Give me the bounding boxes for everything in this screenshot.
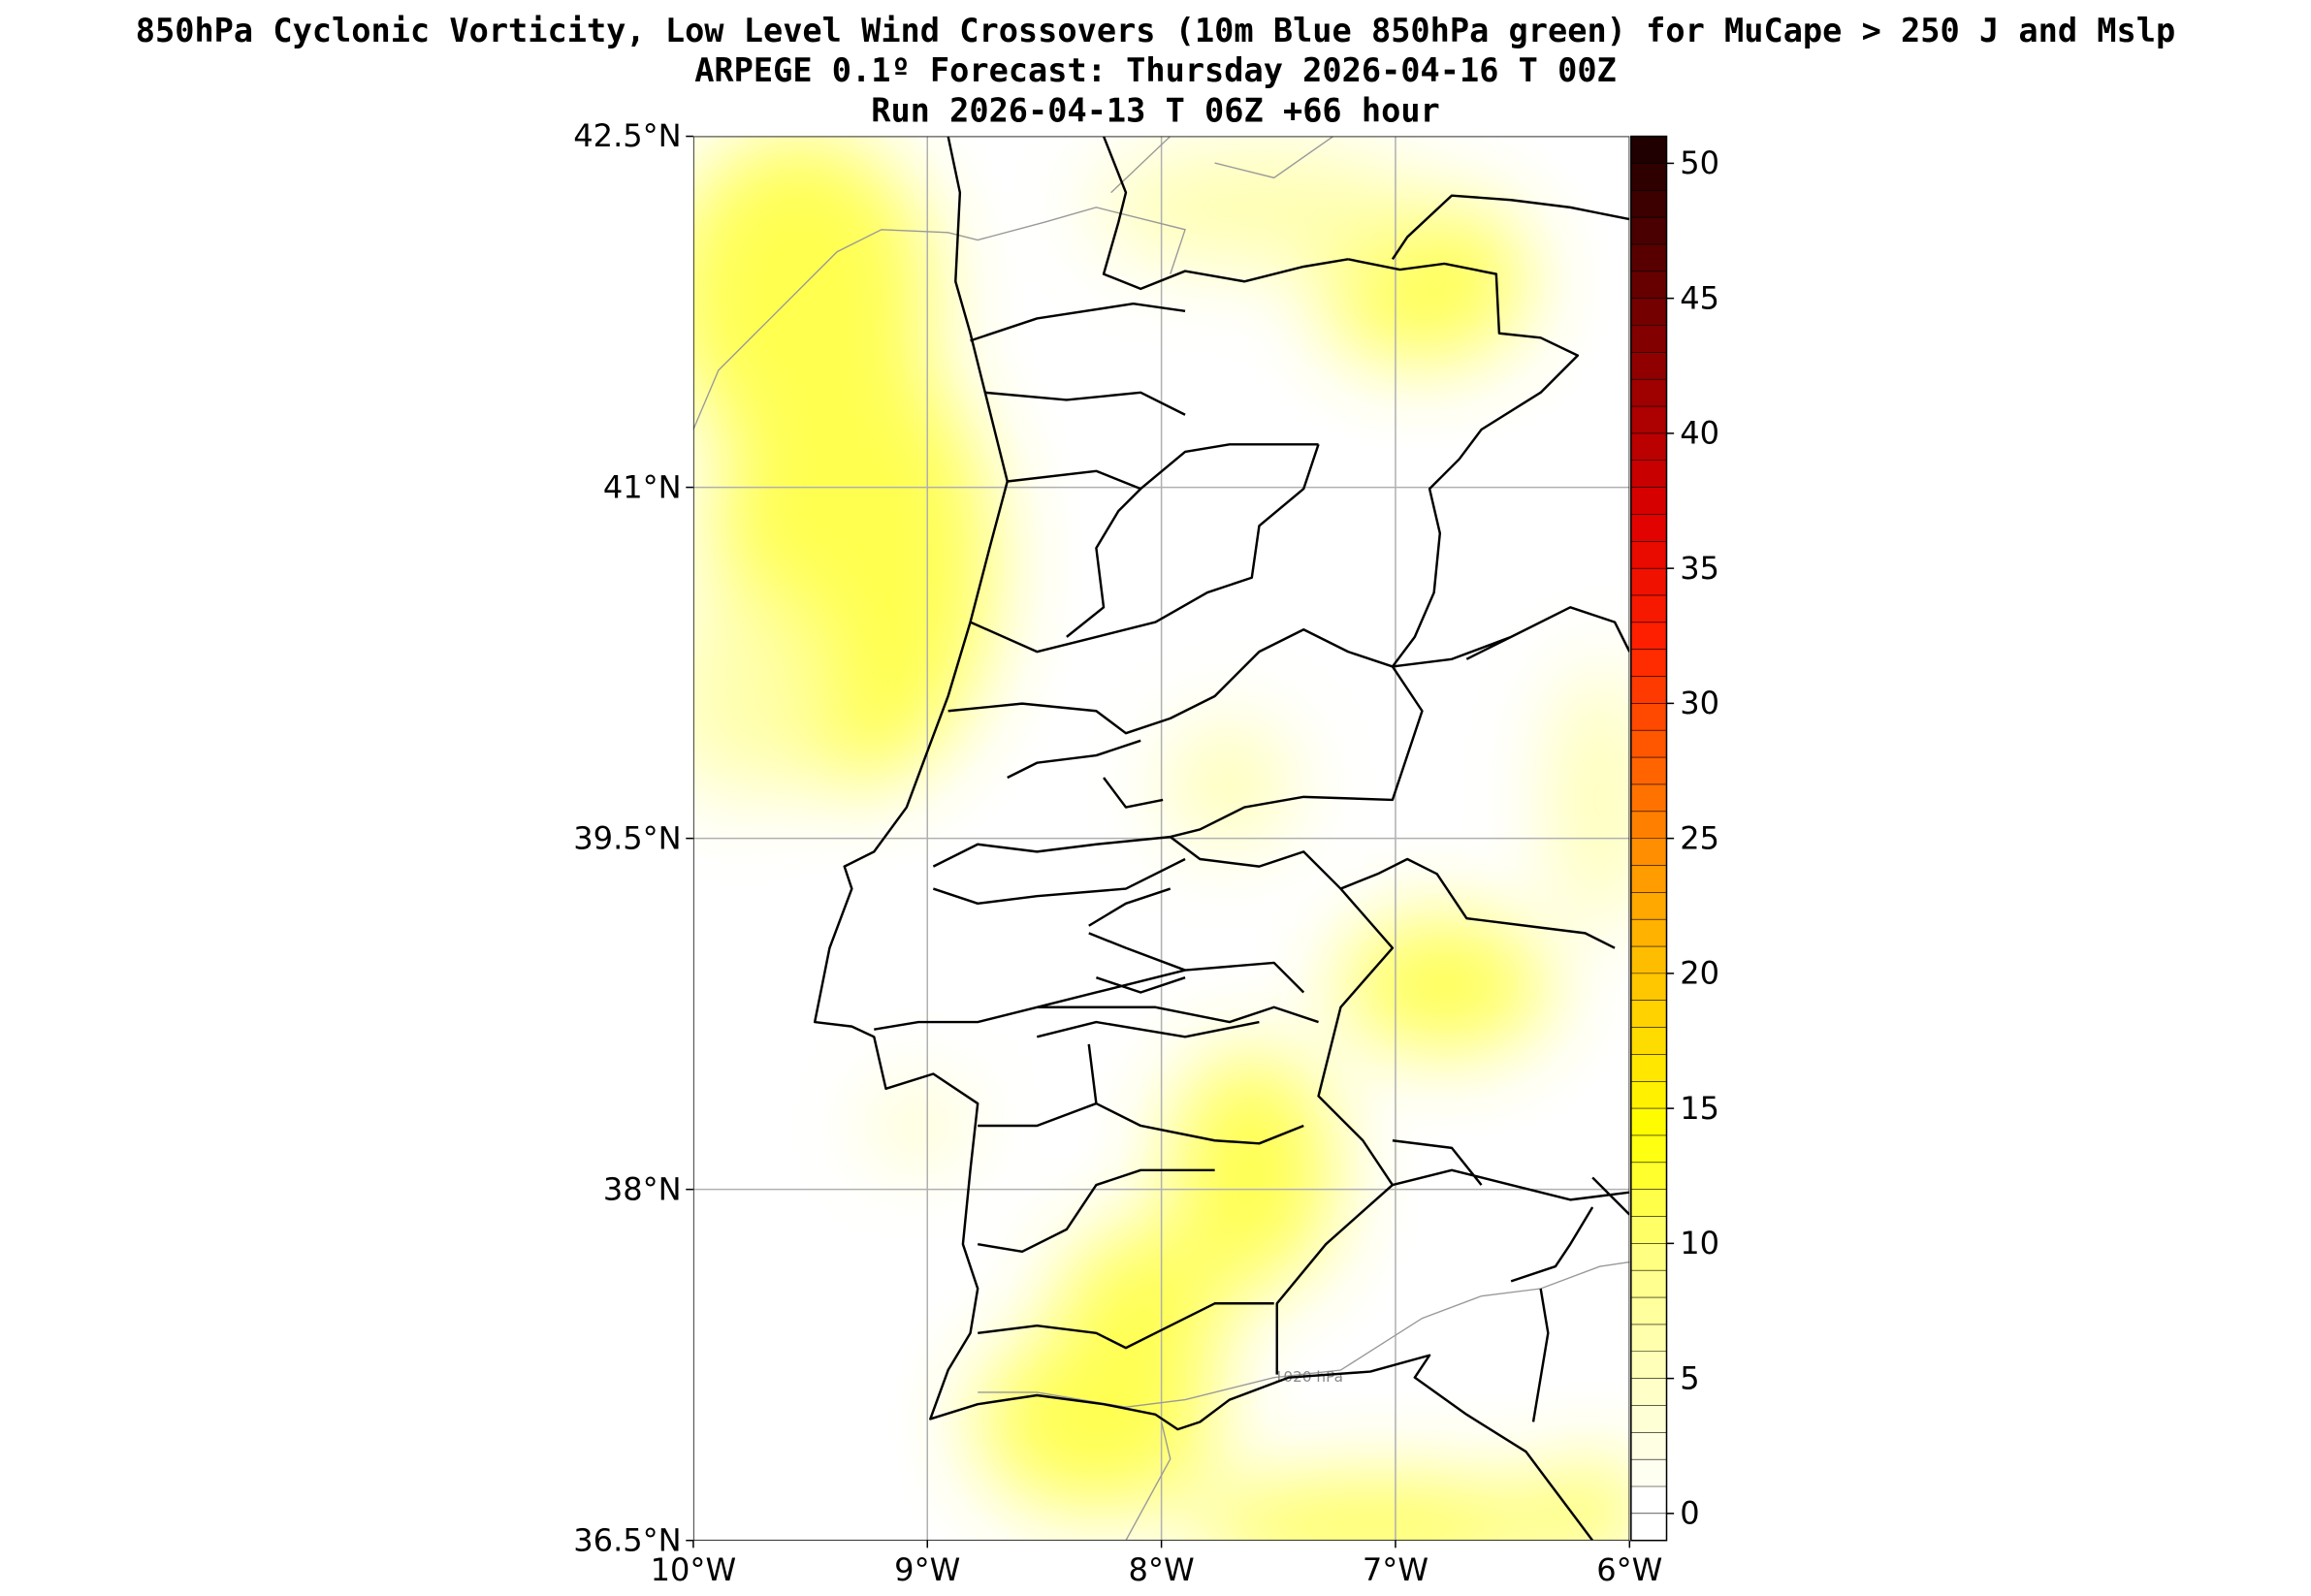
colorbar-segment (1630, 1000, 1667, 1029)
colorbar-segment (1630, 1270, 1667, 1298)
colorbar-segment (1630, 271, 1667, 300)
colorbar-segment (1630, 1351, 1667, 1380)
colorbar-tick-label: 40 (1680, 415, 1719, 452)
colorbar-segment (1630, 1432, 1667, 1460)
colorbar-segment (1630, 1459, 1667, 1487)
colorbar-segment (1630, 1324, 1667, 1353)
axis-ticks: 42.5°N 41°N 39.5°N 38°N 36.5°N10°W 9°W 8°W 7°W 6… (573, 117, 1662, 1588)
title-line-2: ARPEGE 0.1º Forecast: Thursday 2026-04-1… (694, 51, 1617, 89)
colorbar-tick-label: 50 (1680, 144, 1719, 181)
lon-tick-label: 10°W (651, 1551, 737, 1588)
lon-tick-label: 7°W (1363, 1551, 1428, 1588)
colorbar-segment (1630, 217, 1667, 245)
colorbar-segment (1630, 622, 1667, 651)
colorbar-segment (1630, 136, 1667, 165)
colorbar-segment (1630, 865, 1667, 894)
colorbar-segment (1630, 1054, 1667, 1083)
colorbar-segment (1630, 1189, 1667, 1218)
colorbar-segment (1630, 811, 1667, 840)
colorbar-segment (1630, 1378, 1667, 1407)
lon-tick-label: 6°W (1596, 1551, 1662, 1588)
colorbar-segment (1630, 460, 1667, 489)
colorbar-segment (1630, 541, 1667, 569)
colorbar-segment (1630, 243, 1667, 272)
colorbar-segment (1630, 1027, 1667, 1056)
colorbar-segment (1630, 676, 1667, 705)
colorbar-segment (1630, 325, 1667, 354)
lat-tick-label: 38°N (603, 1170, 682, 1207)
colorbar-segment (1630, 892, 1667, 920)
colorbar-segment (1630, 838, 1667, 867)
colorbar-segment (1630, 190, 1667, 218)
colorbar-tick-label: 25 (1680, 819, 1719, 856)
colorbar-tick-label: 5 (1680, 1359, 1699, 1396)
colorbar-segment (1630, 1513, 1667, 1542)
colorbar-segment (1630, 757, 1667, 785)
gridlines (692, 136, 1630, 1541)
coastlines-and-borders (813, 136, 1630, 1541)
colorbar-segment (1630, 568, 1667, 596)
colorbar-tick-label: 20 (1680, 955, 1719, 992)
lat-tick-label: 39.5°N (573, 819, 681, 856)
colorbar-segment (1630, 1081, 1667, 1109)
colorbar-segment (1630, 973, 1667, 1002)
colorbar-segment (1630, 649, 1667, 678)
title-line-1: 850hPa Cyclonic Vorticity, Low Level Win… (136, 12, 2175, 49)
colorbar-segment (1630, 514, 1667, 543)
colorbar-segment (1630, 1134, 1667, 1164)
colorbar-segment (1630, 919, 1667, 947)
lon-tick-label: 9°W (894, 1551, 960, 1588)
colorbar-segment (1630, 1108, 1667, 1136)
colorbar-tick-label: 10 (1680, 1225, 1719, 1261)
colorbar-tick-label: 45 (1680, 279, 1719, 316)
colorbar-segment (1630, 783, 1667, 813)
colorbar-segment (1630, 406, 1667, 434)
colorbar-segment (1630, 703, 1667, 731)
colorbar-segment (1630, 730, 1667, 758)
colorbar-segment (1630, 487, 1667, 516)
colorbar-segment (1630, 594, 1667, 623)
lat-tick-label: 42.5°N (573, 117, 681, 154)
colorbar-segment (1630, 1243, 1667, 1271)
colorbar-segment (1630, 1216, 1667, 1245)
colorbar-tick-label: 30 (1680, 685, 1719, 721)
lon-tick-label: 8°W (1129, 1551, 1195, 1588)
lat-tick-label: 36.5°N (573, 1521, 681, 1558)
colorbar-tick-label: 35 (1680, 550, 1719, 587)
colorbar-segment (1630, 1405, 1667, 1434)
spain-border (1169, 258, 1580, 1375)
colorbar-segment (1630, 946, 1667, 974)
colorbar-segment (1630, 163, 1667, 192)
map-area: 1020 hPa (692, 136, 1630, 1541)
colorbar-tick-label: 0 (1680, 1495, 1699, 1532)
colorbar-segment (1630, 1485, 1667, 1515)
colorbar-segment (1630, 379, 1667, 407)
title-line-3: Run 2026-04-13 T 06Z +66 hour (871, 91, 1440, 129)
lat-tick-label: 41°N (603, 468, 682, 505)
colorbar: 0 5 10 15 20 25 30 35 40 45 50 (1630, 135, 1719, 1542)
colorbar-segment (1630, 1162, 1667, 1191)
colorbar-tick-label: 15 (1680, 1090, 1719, 1127)
colorbar-segment (1630, 298, 1667, 327)
cape-shading (692, 136, 1630, 1541)
colorbar-segment (1630, 352, 1667, 380)
colorbar-segment (1630, 1297, 1667, 1325)
colorbar-segment (1630, 432, 1667, 462)
